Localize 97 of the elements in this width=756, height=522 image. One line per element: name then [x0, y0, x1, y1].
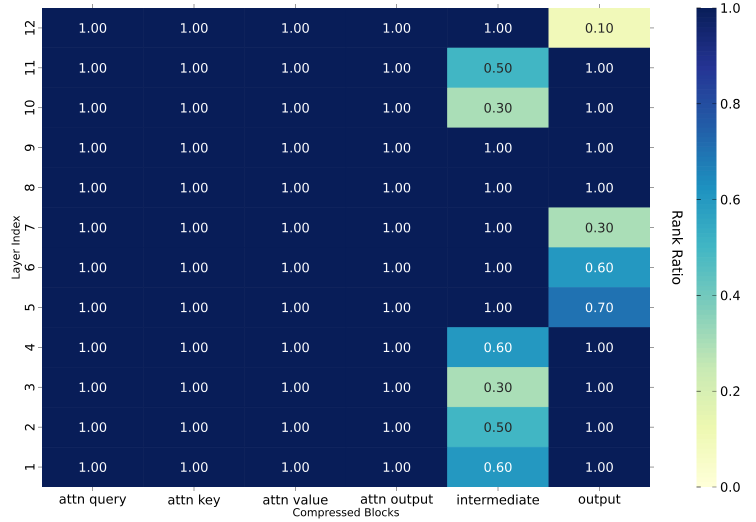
data-label: 1.00	[282, 222, 309, 232]
color-bar-label: 0.2	[720, 386, 740, 396]
data-label: 1.00	[282, 62, 309, 73]
data-label: 1.00	[384, 462, 410, 472]
data-label: 0.60	[484, 342, 512, 352]
data-label: 1.00	[80, 222, 106, 232]
color-bar-title: Rank Ratio	[672, 211, 683, 284]
data-label: 1.00	[80, 62, 106, 73]
y-tick-label: 7	[25, 224, 34, 231]
color-bar-label: 0.8	[720, 98, 740, 109]
data-label: 0.50	[484, 62, 512, 73]
data-label: 1.00	[181, 302, 208, 312]
color-bar-label: 0.4	[720, 290, 740, 300]
data-label: 1.00	[80, 182, 106, 193]
x-tick-label: attn value	[263, 494, 328, 505]
data-label: 1.00	[80, 422, 106, 432]
data-label: 1.00	[586, 462, 613, 472]
data-label: 1.00	[586, 382, 613, 392]
data-label: 1.00	[384, 182, 410, 193]
data-label: 1.00	[80, 23, 106, 33]
y-tick-label: 6	[24, 264, 34, 271]
data-label: 1.00	[282, 23, 309, 33]
data-label: 1.00	[384, 222, 410, 232]
data-label: 0.10	[586, 23, 613, 33]
y-tick-label: 11	[25, 60, 34, 75]
data-label: 1.00	[80, 462, 106, 472]
color-bar-label: 0.6	[720, 194, 740, 204]
x-tick-label: attn key	[168, 494, 220, 508]
data-label: 1.00	[384, 302, 410, 312]
data-label: 1.00	[384, 62, 410, 73]
data-label: 1.00	[181, 382, 208, 392]
data-label: 1.00	[485, 262, 512, 272]
data-label: 1.00	[181, 342, 208, 352]
data-label: 1.00	[282, 342, 309, 352]
data-label: 1.00	[384, 382, 410, 392]
x-tick-label: output	[578, 494, 620, 506]
data-label: 1.00	[80, 382, 106, 392]
data-label: 1.00	[384, 422, 410, 432]
data-label: 1.00	[181, 102, 208, 113]
data-label: 1.00	[282, 422, 309, 432]
y-tick-label: 8	[24, 184, 34, 191]
data-label: 0.30	[484, 382, 512, 392]
data-label: 1.00	[384, 262, 410, 272]
data-label: 1.00	[282, 302, 309, 312]
data-label: 1.00	[282, 102, 309, 113]
data-label: 1.00	[80, 302, 106, 312]
y-tick-label: 10	[24, 100, 34, 115]
x-tick-label: intermediate	[458, 494, 539, 505]
color-bar-label: 1.0	[721, 3, 740, 13]
data-label: 1.00	[384, 142, 410, 153]
data-label: 1.00	[181, 62, 208, 73]
data-label: 1.00	[282, 262, 309, 272]
data-label: 1.00	[384, 102, 410, 113]
data-label: 0.60	[586, 262, 613, 272]
data-label: 1.00	[181, 182, 208, 193]
y-axis-title: Layer Index	[11, 216, 22, 279]
data-label: 1.00	[485, 302, 512, 312]
x-tick-label: attn output	[360, 494, 433, 506]
data-label: 1.00	[384, 342, 410, 352]
data-label: 0.30	[484, 102, 512, 113]
data-label: 1.00	[181, 222, 208, 232]
data-label: 0.50	[484, 422, 512, 432]
data-label: 1.00	[80, 142, 106, 153]
data-label: 1.00	[384, 23, 410, 33]
y-tick-label: 5	[24, 304, 34, 310]
data-label: 1.00	[586, 62, 613, 73]
data-label: 1.00	[586, 342, 613, 352]
y-tick-label: 4	[25, 344, 34, 351]
y-tick-label: 12	[24, 21, 34, 35]
y-tick-label: 9	[24, 144, 34, 152]
data-label: 1.00	[485, 142, 512, 153]
data-label: 1.00	[282, 182, 309, 193]
color-bar-label: 0.0	[720, 482, 740, 492]
data-label: 1.00	[181, 422, 208, 432]
data-label: 1.00	[282, 462, 309, 472]
data-label: 1.00	[485, 23, 512, 33]
y-tick-label: 1	[25, 464, 34, 470]
data-label: 1.00	[485, 182, 512, 193]
data-label: 1.00	[181, 262, 208, 272]
data-label: 1.00	[181, 462, 208, 472]
data-label: 1.00	[80, 102, 106, 113]
data-label: 0.70	[586, 302, 613, 312]
y-tick-label: 2	[24, 424, 34, 430]
x-tick-label: attn query	[60, 494, 126, 506]
data-label: 1.00	[586, 142, 613, 153]
data-label: 1.00	[181, 142, 208, 153]
data-label: 1.00	[80, 342, 106, 352]
data-label: 1.00	[282, 142, 309, 153]
data-label: 1.00	[485, 222, 512, 232]
data-label: 0.30	[586, 222, 613, 232]
data-label: 1.00	[181, 23, 208, 33]
y-tick-label: 3	[24, 384, 34, 390]
data-label: 1.00	[80, 262, 106, 272]
x-axis-title: Compressed Blocks	[293, 508, 399, 518]
data-label: 1.00	[282, 382, 309, 392]
data-label: 1.00	[586, 422, 613, 432]
data-label: 1.00	[586, 102, 613, 113]
